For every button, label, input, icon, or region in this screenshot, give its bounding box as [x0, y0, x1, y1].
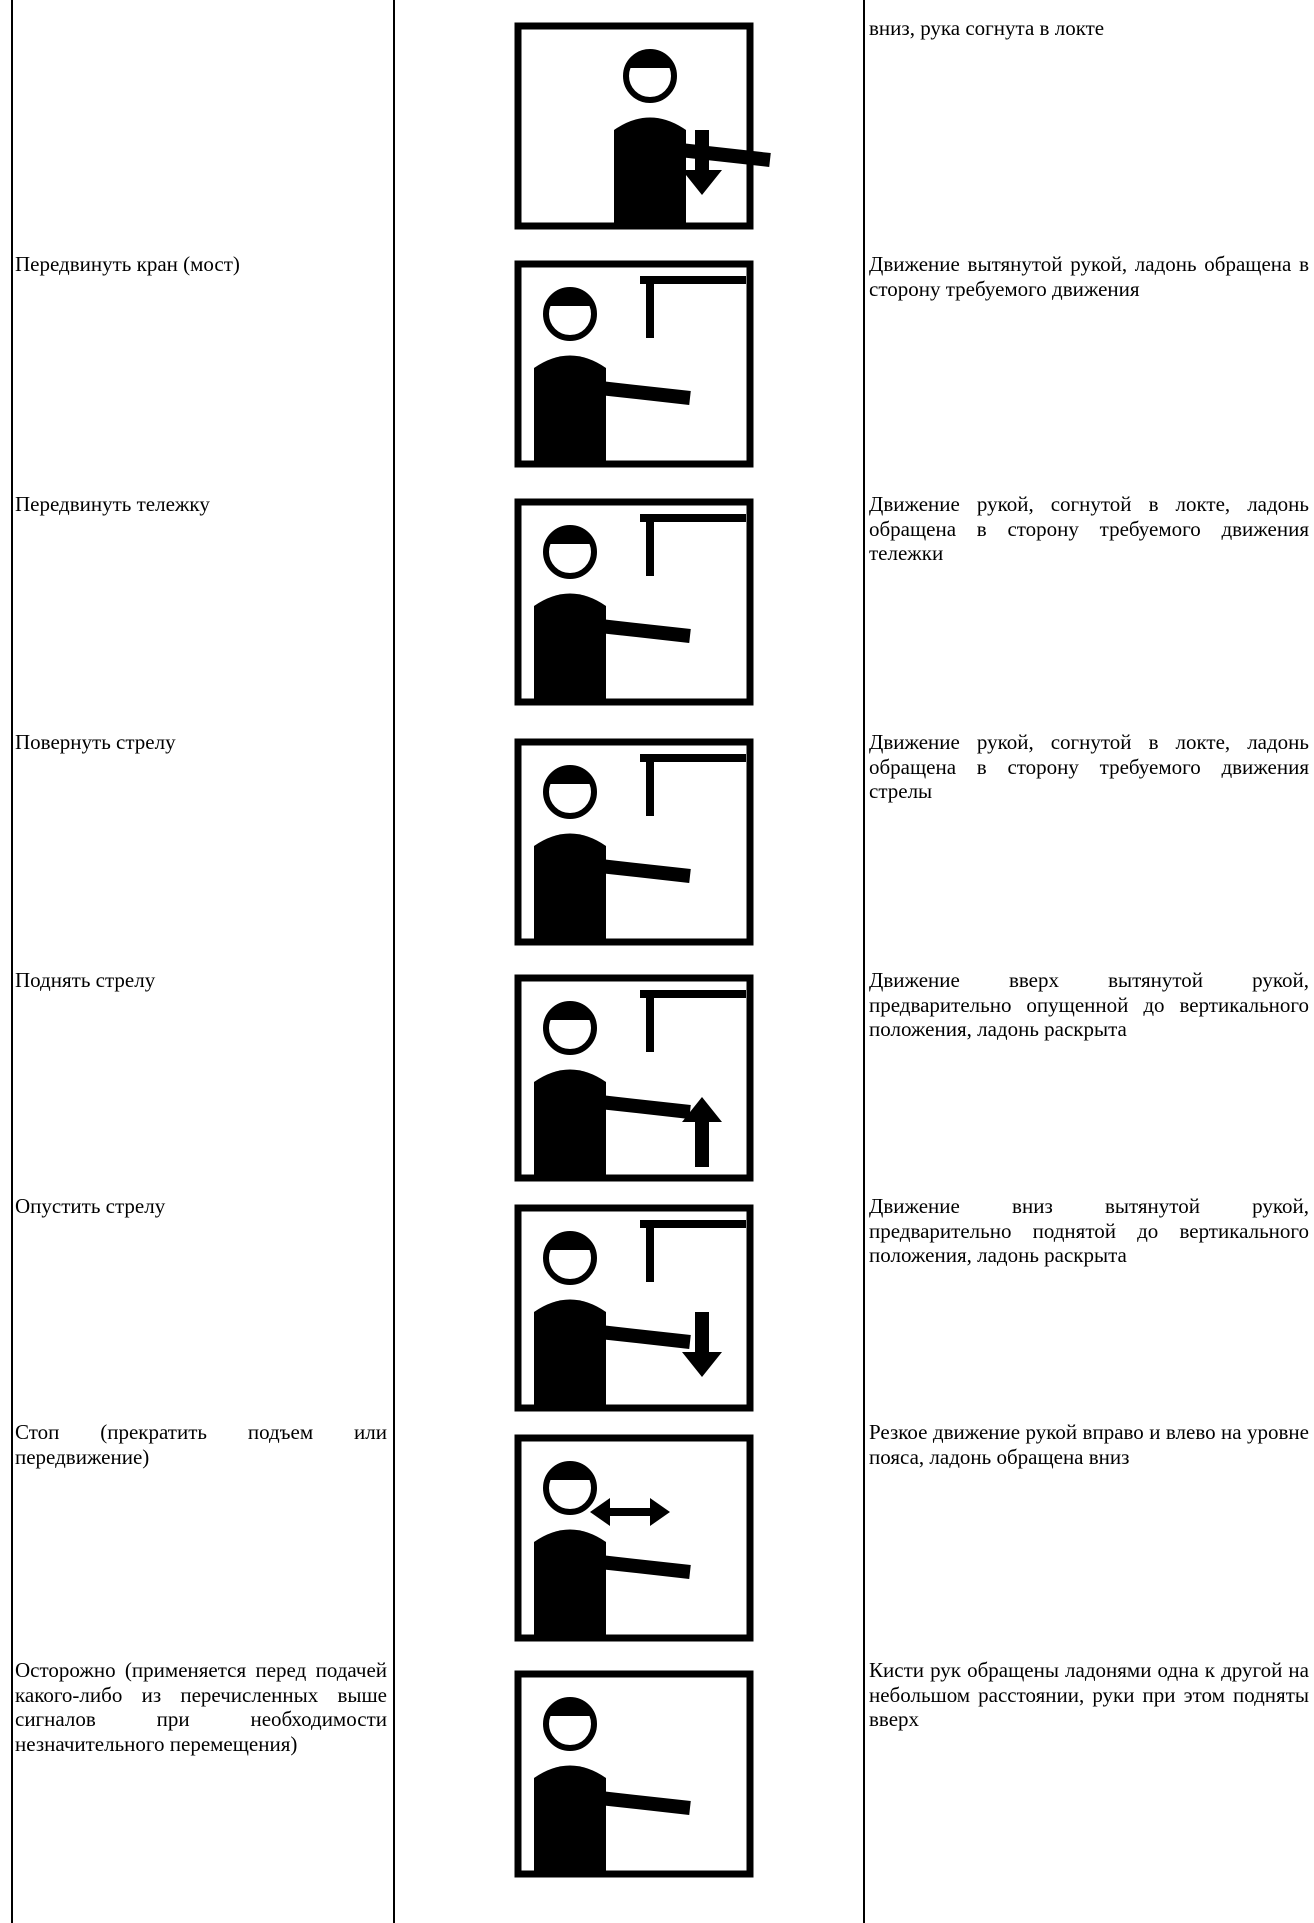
frame	[514, 498, 754, 706]
signal-description: Движение вытянутой рукой, ладонь обращен…	[869, 252, 1309, 301]
signal-description: Движение вниз вытянутой рукой, предварит…	[869, 1194, 1309, 1267]
signal-name: Передвинуть тележку	[15, 492, 210, 516]
crane	[640, 276, 746, 338]
signal-description: Движение вверх вытянутой рукой, предвари…	[869, 968, 1309, 1041]
arm	[599, 859, 691, 883]
signal-pictogram	[514, 1670, 754, 1878]
signal-description: Кисти рук обращены ладонями одна к друго…	[869, 1658, 1309, 1731]
signal-pictogram	[514, 1204, 754, 1412]
signal-name: Поднять стрелу	[15, 968, 156, 992]
helmet	[548, 1006, 592, 1020]
arm	[679, 143, 771, 167]
table-border	[11, 0, 13, 1923]
signal-name: Осторожно (применяется перед подачей как…	[15, 1658, 387, 1756]
signal-description: Движение рукой, согнутой в локте, ладонь…	[869, 492, 1309, 565]
signal-name: Опустить стрелу	[15, 1194, 166, 1218]
arm	[599, 381, 691, 405]
signal-description: вниз, рука согнута в локте	[869, 16, 1105, 40]
body	[534, 1069, 606, 1178]
signal-name: Стоп (прекратить подъем или передвижение…	[15, 1420, 387, 1469]
crane	[640, 514, 746, 576]
crane	[640, 754, 746, 816]
signal-description: Резкое движение рукой вправо и влево на …	[869, 1420, 1309, 1469]
helmet	[628, 54, 672, 68]
helmet	[548, 530, 592, 544]
arrow	[682, 1312, 722, 1377]
body	[534, 593, 606, 702]
frame	[514, 1434, 754, 1642]
body	[534, 833, 606, 942]
helmet	[548, 292, 592, 306]
frame	[514, 1204, 754, 1412]
table-border	[393, 0, 395, 1923]
helmet	[548, 1466, 592, 1480]
signal-pictogram	[514, 260, 754, 468]
arm	[599, 1791, 691, 1815]
arrow	[590, 1498, 670, 1526]
crane	[640, 990, 746, 1052]
signal-pictogram	[514, 22, 771, 230]
frame	[514, 260, 754, 468]
helmet	[548, 1236, 592, 1250]
signal-pictogram	[514, 498, 754, 706]
body	[534, 1765, 606, 1874]
arm	[599, 1555, 691, 1579]
signal-description: Движение рукой, согнутой в локте, ладонь…	[869, 730, 1309, 803]
frame	[514, 738, 754, 946]
body	[534, 355, 606, 464]
helmet	[548, 770, 592, 784]
body	[534, 1529, 606, 1638]
arm	[599, 1095, 691, 1119]
helmet	[548, 1702, 592, 1716]
table-border	[863, 0, 865, 1923]
signal-pictogram	[514, 1434, 754, 1642]
arm	[599, 619, 691, 643]
crane	[640, 1220, 746, 1282]
frame	[514, 974, 754, 1182]
frame	[514, 1670, 754, 1878]
arrow	[682, 130, 722, 195]
signal-name: Повернуть стрелу	[15, 730, 176, 754]
signal-pictogram	[514, 974, 754, 1182]
body	[614, 117, 686, 226]
arm	[599, 1325, 691, 1349]
arrow	[682, 1097, 722, 1167]
signal-name: Передвинуть кран (мост)	[15, 252, 240, 276]
signal-pictogram	[514, 738, 754, 946]
body	[534, 1299, 606, 1408]
